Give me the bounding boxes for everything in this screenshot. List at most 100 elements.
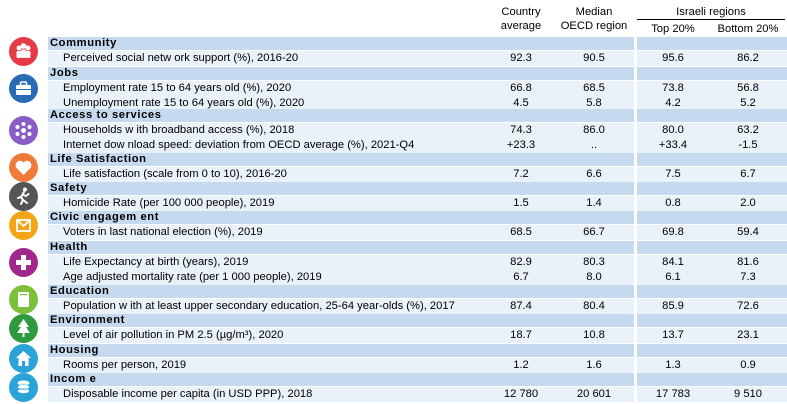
health-cross-icon (9, 248, 38, 277)
indicator-label: Unemployment rate 15 to 64 years old (%)… (63, 96, 305, 109)
bottom-20-value: 72.6 (737, 300, 759, 312)
country-average-value: +23.3 (506, 138, 536, 151)
country-average-value: 74.3 (510, 124, 532, 136)
country-average-value: 6.7 (513, 270, 529, 283)
section-title: Safety (50, 182, 88, 194)
section-title: Health (50, 241, 88, 253)
header-median-oecd-region: Median OECD region (560, 6, 628, 32)
table-row: Perceived social netw ork support (%), 2… (48, 51, 787, 66)
median-oecd-value: 20 601 (576, 388, 612, 400)
table-row: Life satisfaction (scale from 0 to 10), … (48, 167, 787, 182)
country-average-value: 68.5 (510, 226, 532, 238)
median-oecd-value: 6.6 (586, 168, 602, 180)
running-person-icon (9, 181, 38, 211)
indicator-label: Disposable income per capita (in USD PPP… (63, 388, 313, 400)
table-row: Age adjusted mortality rate (per 1 000 p… (48, 269, 787, 285)
country-average-value: 1.2 (513, 359, 529, 371)
top-20-value: 95.6 (662, 52, 684, 64)
section-title: Access to services (50, 109, 162, 121)
median-oecd-value: 66.7 (583, 226, 605, 238)
median-oecd-value: 86.0 (583, 124, 605, 136)
country-average-value: 1.5 (513, 197, 529, 209)
indicator-label: Population w ith at least upper secondar… (63, 300, 455, 312)
top-20-value: 69.8 (662, 226, 684, 238)
country-average-value: 92.3 (510, 52, 532, 64)
section-band (48, 67, 787, 80)
bottom-20-value: 63.2 (737, 124, 759, 136)
table-row: Level of air pollution in PM 2.5 (µg/m³)… (48, 328, 787, 343)
country-average-value: 82.9 (510, 256, 532, 268)
ballot-icon (9, 210, 38, 240)
header-israeli-regions: Israeli regions (676, 6, 746, 18)
country-average-value: 87.4 (510, 300, 532, 312)
table-row: Life Expectancy at birth (years), 2019 82… (48, 255, 787, 270)
bottom-20-value: 2.0 (740, 197, 756, 209)
table-header: Country average Median OECD region Israe… (0, 0, 787, 38)
top-20-value: 85.9 (662, 300, 684, 312)
section-band (48, 241, 787, 254)
section-band (48, 109, 787, 122)
indicator-label: Life Expectancy at birth (years), 2019 (63, 256, 249, 268)
indicator-label: Life satisfaction (scale from 0 to 10), … (63, 168, 287, 180)
indicator-label: Voters in last national election (%), 20… (63, 226, 263, 238)
bottom-20-value: 7.3 (740, 270, 756, 283)
section-band (48, 314, 787, 327)
top-20-value: 80.0 (662, 124, 684, 136)
table-row: Rooms per person, 2019 1.2 1.6 1.3 0.9 (48, 358, 787, 373)
country-average-value: 66.8 (510, 82, 532, 94)
header-divider (637, 19, 785, 20)
coins-icon (9, 372, 38, 402)
top-20-value: 13.7 (662, 329, 684, 341)
median-oecd-value: 80.3 (583, 256, 605, 268)
indicator-label: Homicide Rate (per 100 000 people), 2019 (63, 197, 275, 209)
header-bottom-20: Bottom 20% (717, 23, 779, 35)
table-row: Homicide Rate (per 100 000 people), 2019… (48, 196, 787, 211)
table-row: Voters in last national election (%), 20… (48, 225, 787, 240)
country-average-value: 7.2 (513, 168, 529, 180)
indicator-label: Rooms per person, 2019 (63, 359, 187, 371)
median-oecd-value: 68.5 (583, 82, 605, 94)
book-icon (9, 284, 38, 314)
section-title: Civic engagem ent (50, 211, 160, 223)
median-oecd-value: 1.6 (586, 359, 602, 371)
top-20-value: 84.1 (662, 256, 684, 268)
section-title: Community (50, 37, 117, 49)
top-20-value: +33.4 (658, 138, 688, 151)
section-band (48, 344, 787, 357)
section-title: Education (50, 285, 110, 297)
header-top-20: Top 20% (651, 23, 695, 35)
indicator-label: Perceived social netw ork support (%), 2… (63, 52, 299, 64)
bottom-20-value: -1.5 (738, 138, 758, 151)
median-oecd-value: 90.5 (583, 52, 605, 64)
section-band (48, 37, 787, 50)
median-oecd-value: 80.4 (583, 300, 605, 312)
tree-icon (9, 313, 38, 343)
top-20-value: 7.5 (665, 168, 681, 180)
top-20-value: 0.8 (665, 197, 681, 209)
table-row: Population w ith at least upper secondar… (48, 299, 787, 314)
section-title: Life Satisfaction (50, 153, 147, 165)
median-oecd-value: 8.0 (586, 270, 602, 283)
bottom-20-value: 59.4 (737, 226, 759, 238)
median-oecd-value: 1.4 (586, 197, 602, 209)
bottom-20-value: 0.9 (740, 359, 756, 371)
section-band (48, 153, 787, 166)
house-icon (9, 343, 38, 373)
bottom-20-value: 86.2 (737, 52, 759, 64)
bottom-20-value: 81.6 (737, 256, 759, 268)
median-oecd-value: 5.8 (586, 96, 602, 109)
indicator-label: Age adjusted mortality rate (per 1 000 p… (63, 270, 322, 283)
header-country-average: Country average (500, 6, 542, 32)
indicator-label: Employment rate 15 to 64 years old (%), … (63, 82, 292, 94)
table-row: Households w ith broadband access (%), 2… (48, 123, 787, 138)
top-20-value: 17 783 (655, 388, 691, 400)
heart-icon (9, 152, 38, 182)
median-oecd-value: .. (590, 138, 598, 151)
country-average-value: 18.7 (510, 329, 532, 341)
bottom-20-value: 23.1 (737, 329, 759, 341)
table-row: Disposable income per capita (in USD PPP… (48, 387, 787, 402)
indicator-label: Level of air pollution in PM 2.5 (µg/m³)… (63, 329, 284, 341)
country-average-value: 12 780 (503, 388, 539, 400)
section-band (48, 182, 787, 195)
section-band (48, 373, 787, 386)
